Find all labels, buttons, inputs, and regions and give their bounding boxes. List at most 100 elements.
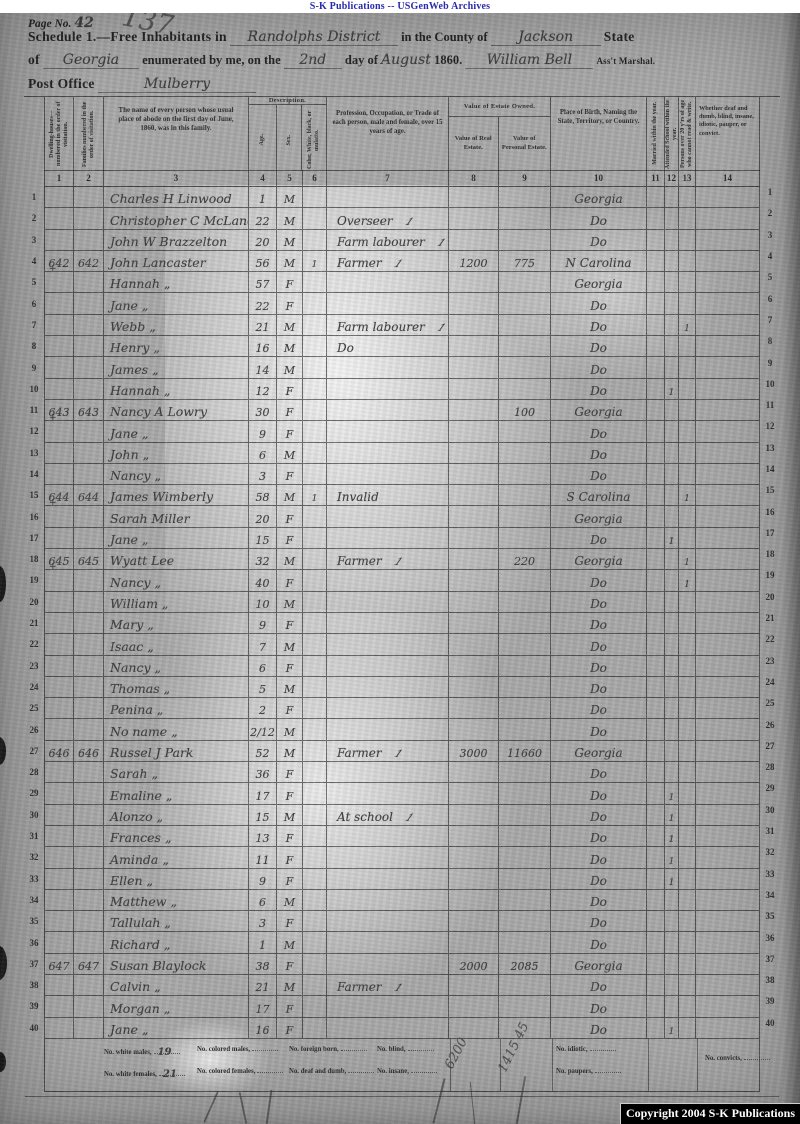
age-cell: 40 [249, 570, 277, 592]
name-cell: Charles H Linwood [104, 187, 249, 209]
row-number-left: 40 [29, 1022, 39, 1033]
day-of-label: day of [344, 53, 378, 67]
real-estate-cell [449, 336, 499, 358]
sex-cell: M [277, 485, 303, 507]
dwelling-number-cell [44, 336, 74, 358]
dwelling-number-cell [44, 974, 74, 997]
occupation-cell: Farmer 1 [327, 250, 449, 273]
cannot-read-cell [679, 506, 696, 528]
married-cell [647, 591, 665, 613]
age-cell: 57 [249, 272, 277, 294]
remarks-cell [696, 591, 760, 613]
remarks-cell [696, 974, 760, 997]
color-cell [303, 229, 327, 251]
color-cell [303, 463, 327, 486]
name-cell: Jane „ [104, 421, 249, 443]
color-cell [303, 272, 327, 294]
remarks-cell [696, 825, 760, 848]
cannot-read-cell [679, 953, 696, 975]
attended-school-cell [665, 314, 679, 337]
sex-cell: F [277, 911, 303, 933]
personal-estate-cell [499, 591, 551, 613]
married-cell [647, 1017, 665, 1039]
personal-estate-cell [499, 378, 551, 400]
cannot-read-cell [679, 399, 696, 422]
birthplace-cell: Do [551, 612, 647, 635]
tally-tick: 1 [391, 557, 404, 569]
row-number-left: 27 [29, 745, 39, 756]
real-estate-cell [449, 187, 499, 209]
age-cell: 5 [249, 676, 277, 699]
real-estate-cell [449, 719, 499, 741]
personal-estate-cell [499, 208, 551, 230]
married-cell [647, 911, 665, 933]
remarks-cell [696, 847, 760, 869]
personal-estate-cell [499, 804, 551, 826]
dwelling-number-cell [44, 442, 74, 464]
row-number-right: 9 [767, 357, 773, 368]
remarks-cell [696, 527, 760, 550]
occupation-cell: Farmer 1 [327, 974, 449, 997]
married-cell [647, 570, 665, 592]
tally-colored-males: No. colored males, [197, 1046, 279, 1053]
row-number-right: 10 [765, 378, 775, 389]
remarks-cell [696, 272, 760, 294]
column-number: 5 [277, 170, 303, 187]
row-number-left: 38 [29, 980, 39, 991]
real-estate-cell [449, 847, 499, 869]
sex-cell: M [277, 208, 303, 230]
row-number-left: 12 [29, 426, 39, 437]
dwelling-number-cell [44, 676, 74, 699]
row-number-left: 17 [29, 532, 39, 543]
sex-cell: F [277, 463, 303, 486]
age-cell: 9 [249, 421, 277, 443]
sex-cell: F [277, 825, 303, 848]
real-estate-cell [449, 825, 499, 848]
real-estate-cell [449, 911, 499, 933]
age-cell: 30 [249, 399, 277, 422]
table-row: 8 Henry „ 16 M Do Do 8 [24, 336, 780, 358]
remarks-cell [696, 463, 760, 486]
dwelling-number-cell: 646 [44, 740, 74, 763]
name-cell: Jane „ [104, 1017, 249, 1039]
row-number-right: 4 [767, 251, 773, 262]
age-cell: 3 [249, 463, 277, 486]
table-row: 24 Thomas „ 5 M Do 24 [24, 676, 780, 699]
personal-estate-cell [499, 187, 551, 209]
birthplace-cell: Do [551, 825, 647, 848]
name-cell: Nancy A Lowry [104, 399, 249, 422]
table-row: 26 No name „ 2/12 M Do 26 [24, 719, 780, 741]
column-number: 13 [679, 170, 696, 187]
married-cell [647, 740, 665, 763]
color-cell [303, 804, 327, 826]
age-cell: 21 [249, 314, 277, 337]
cannot-read-cell [679, 272, 696, 294]
attended-school-cell [665, 570, 679, 592]
occupation-cell [327, 676, 449, 699]
birthplace-cell: Do [551, 208, 647, 230]
row-number-right: 1 [767, 187, 773, 198]
married-cell [647, 485, 665, 507]
married-cell [647, 612, 665, 635]
age-cell: 38 [249, 953, 277, 975]
personal-estate-cell [499, 911, 551, 933]
sex-cell: M [277, 591, 303, 613]
attended-school-cell [665, 719, 679, 741]
tally-tick: 1 [391, 259, 404, 271]
married-cell [647, 421, 665, 443]
occupation-cell: Invalid [327, 485, 449, 507]
birthplace-cell: Do [551, 868, 647, 890]
row-number-left: 19 [29, 575, 39, 586]
state-label: State [603, 29, 635, 44]
row-number-right: 14 [765, 464, 775, 474]
cannot-read-cell [679, 229, 696, 251]
table-row: 38 Calvin „ 21 M Farmer 1 Do 38 [24, 974, 780, 997]
row-number-right: 28 [765, 762, 775, 773]
sex-cell: M [277, 974, 303, 997]
marshal-label: Ass't Marshal. [596, 56, 656, 66]
row-number-right: 22 [765, 634, 775, 645]
cannot-read-cell [679, 612, 696, 635]
birthplace-cell: Do [551, 804, 647, 826]
row-number-right: 34 [765, 889, 775, 900]
birthplace-cell: S Carolina [551, 485, 647, 507]
